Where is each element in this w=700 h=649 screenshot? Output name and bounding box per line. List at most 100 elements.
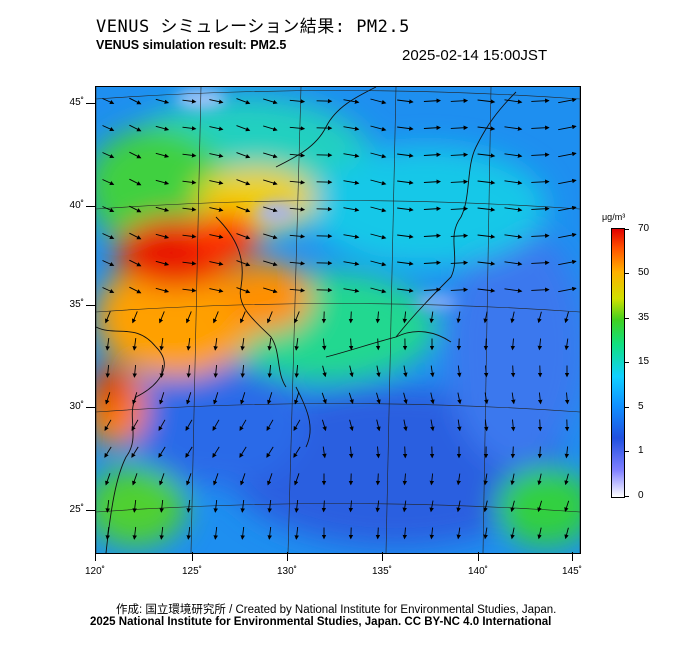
wind-arrow — [423, 233, 441, 238]
wind-arrow — [531, 125, 550, 131]
wind-arrow — [182, 288, 197, 293]
wind-arrow — [102, 233, 115, 240]
license-line: 2025 National Institute for Environmenta… — [90, 616, 552, 628]
wind-arrow — [343, 99, 360, 104]
wind-arrow — [504, 234, 523, 239]
wind-arrow — [158, 446, 166, 458]
colorbar-tick-35: 35 — [638, 312, 650, 323]
wind-arrow — [129, 259, 142, 267]
wind-arrow — [531, 152, 550, 158]
pm25-map — [95, 86, 581, 554]
wind-arrow — [477, 99, 496, 104]
wind-arrow — [423, 260, 441, 265]
wind-arrow — [239, 311, 246, 324]
wind-arrow — [370, 152, 387, 159]
wind-arrow — [263, 206, 278, 213]
lat-label-45: 45˚ — [69, 97, 84, 108]
wind-arrow — [429, 500, 434, 513]
wind-arrow — [186, 392, 192, 405]
lat-label-35: 35˚ — [69, 299, 84, 310]
wind-arrow — [104, 419, 112, 431]
wind-arrow — [450, 206, 469, 212]
wind-arrow — [239, 446, 247, 458]
wind-arrow — [537, 311, 542, 324]
wind-arrow — [558, 286, 577, 293]
wind-arrow — [343, 234, 360, 239]
forecast-timestamp: 2025-02-14 15:00JST — [402, 47, 548, 64]
wind-arrow — [564, 473, 569, 486]
wind-arrow — [403, 365, 408, 378]
wind-arrow — [159, 526, 164, 540]
wind-arrow — [531, 98, 550, 104]
wind-arrow — [129, 124, 142, 132]
wind-arrow — [477, 234, 496, 239]
wind-arrow — [289, 153, 306, 158]
wind-arrow — [397, 261, 414, 266]
wind-arrow — [131, 446, 139, 458]
wind-arrow — [185, 446, 193, 458]
wind-arrow — [348, 338, 354, 351]
wind-arrow — [510, 338, 516, 351]
wind-arrow — [450, 152, 469, 158]
wind-arrow — [429, 473, 435, 486]
colorbar-tick-5: 5 — [638, 401, 644, 412]
wind-arrow — [294, 499, 299, 513]
wind-arrow — [209, 126, 224, 131]
wind-arrow — [155, 206, 170, 212]
wind-arrow — [322, 365, 327, 378]
wind-arrow — [102, 125, 115, 132]
wind-arrow — [483, 527, 488, 540]
wind-arrow — [132, 392, 138, 405]
wind-arrow — [429, 311, 434, 324]
wind-arrow — [375, 473, 381, 486]
wind-arrow — [129, 232, 142, 240]
wind-arrow — [537, 419, 543, 432]
wind-arrow — [510, 473, 515, 486]
wind-arrow — [349, 419, 354, 432]
wind-arrow — [484, 392, 489, 405]
wind-arrow — [531, 287, 550, 293]
wind-arrow — [289, 180, 306, 185]
colorbar-tick-1: 1 — [638, 445, 644, 456]
wind-arrow — [236, 260, 251, 267]
wind-arrow — [266, 419, 274, 431]
wind-arrow — [158, 311, 165, 324]
wind-arrow — [155, 287, 170, 293]
wind-arrow — [159, 473, 165, 486]
wind-arrow — [102, 179, 115, 186]
wind-arrow — [370, 206, 387, 213]
wind-arrow — [212, 419, 220, 431]
wind-arrow — [375, 500, 380, 513]
wind-arrow — [263, 179, 278, 186]
wind-arrow — [348, 446, 354, 459]
wind-arrow — [263, 287, 278, 294]
wind-arrow — [105, 364, 110, 378]
wind-arrow — [213, 392, 219, 405]
wind-arrow — [504, 207, 523, 212]
wind-arrow — [370, 125, 387, 132]
lat-label-25: 25˚ — [69, 504, 84, 515]
lon-label-130: 130˚ — [276, 566, 297, 577]
wind-arrow — [402, 527, 408, 540]
wind-arrow — [343, 153, 360, 158]
wind-arrow — [155, 98, 170, 104]
wind-arrow — [240, 499, 245, 513]
wind-arrow — [212, 446, 220, 458]
wind-arrow — [430, 365, 435, 378]
wind-arrow — [564, 311, 569, 324]
wind-arrow — [510, 527, 515, 540]
wind-arrow — [131, 419, 139, 431]
wind-arrow — [343, 288, 360, 293]
wind-arrow — [236, 206, 251, 213]
wind-arrow — [402, 446, 408, 459]
wind-arrow — [375, 338, 381, 351]
wind-arrow — [294, 338, 299, 351]
lat-label-40: 40˚ — [69, 200, 84, 211]
wind-arrow — [537, 446, 543, 459]
wind-arrow — [343, 126, 360, 131]
wind-arrow — [504, 153, 523, 158]
wind-arrow — [483, 365, 489, 378]
wind-arrow — [558, 205, 577, 212]
wind-arrow — [321, 338, 327, 351]
wind-arrow — [209, 99, 224, 104]
